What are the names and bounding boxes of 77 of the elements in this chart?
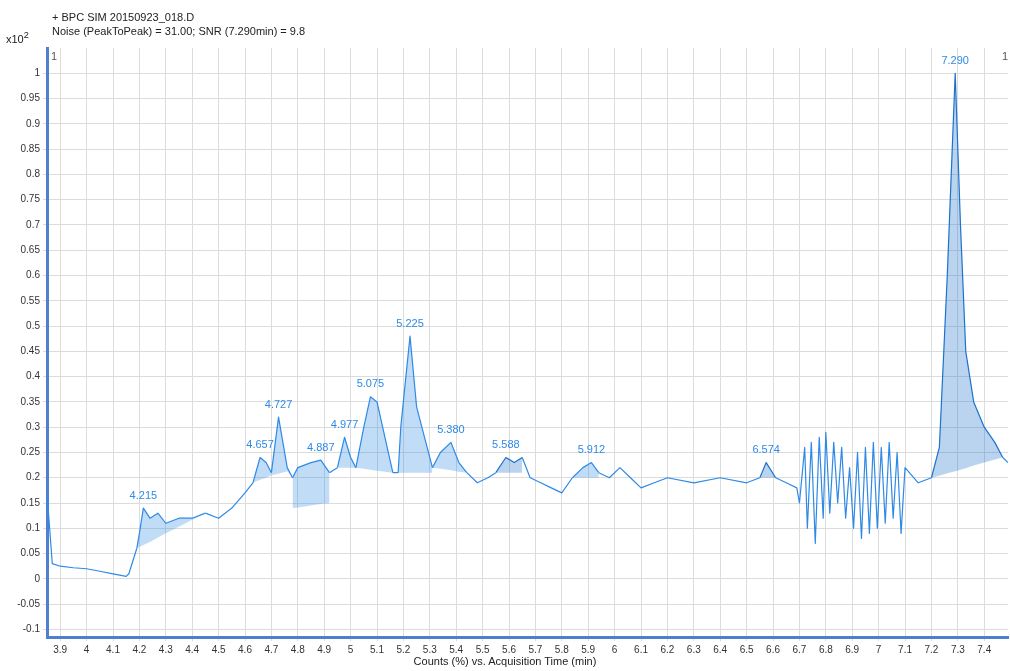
annotation: 4.657 bbox=[246, 438, 274, 451]
x-tick-label: 5.2 bbox=[396, 643, 411, 655]
x-tick-label: 5.4 bbox=[449, 643, 464, 655]
x-tick-label: 5.1 bbox=[370, 643, 385, 655]
x-tick-label: 3.9 bbox=[53, 643, 68, 655]
x-tick-label: 7.4 bbox=[977, 643, 992, 655]
annotation: 5.912 bbox=[577, 443, 606, 456]
x-axis-title: Counts (%) vs. Acquisition Time (min) bbox=[412, 655, 598, 667]
annotation: 1 bbox=[1001, 50, 1008, 62]
y-tick-label: 0.95 bbox=[20, 92, 41, 104]
annotation: 5.588 bbox=[492, 438, 520, 451]
y-tick-label: 0.75 bbox=[20, 193, 41, 205]
x-tick-label: 4.2 bbox=[132, 643, 147, 655]
x-tick-label: 7 bbox=[875, 643, 882, 655]
y-tick-label: 0.9 bbox=[26, 117, 41, 129]
y-tick-label: 0.3 bbox=[26, 420, 41, 432]
y-tick-label: 0.4 bbox=[26, 370, 41, 382]
y-tick-label: 0.5 bbox=[26, 319, 41, 331]
x-tick-label: 4.6 bbox=[238, 643, 253, 655]
y-tick-label: 0.65 bbox=[20, 243, 41, 255]
annotation: 7.290 bbox=[941, 53, 969, 66]
y-tick-label: 0.2 bbox=[26, 471, 41, 483]
annotation: 4.727 bbox=[264, 397, 293, 410]
x-tick-label: 5.7 bbox=[528, 643, 543, 655]
chart-subtitle: Noise (PeakToPeak) = 31.00; SNR (7.290min) = 9.8 bbox=[52, 25, 306, 37]
x-tick-label: 4 bbox=[83, 643, 90, 655]
x-tick-label: 6.6 bbox=[766, 643, 781, 655]
y-tick-label: 0.55 bbox=[20, 294, 41, 306]
annotation: 5.380 bbox=[437, 422, 465, 435]
x-tick-label: 6.9 bbox=[845, 643, 860, 655]
x-tick-label: 5.3 bbox=[422, 643, 438, 655]
x-tick-label: 6 bbox=[611, 643, 618, 655]
x-tick-label: 6.3 bbox=[686, 643, 702, 655]
y-tick-label: 0.45 bbox=[20, 345, 41, 357]
x-tick-label: 4.9 bbox=[317, 643, 332, 655]
x-tick-label: 7.2 bbox=[924, 643, 939, 655]
y-tick-label: 0.8 bbox=[26, 168, 41, 180]
chart-title: + BPC SIM 20150923_018.D bbox=[52, 11, 195, 23]
x-tick-label: 7.1 bbox=[898, 643, 913, 655]
y-tick-label: 0 bbox=[34, 572, 41, 584]
y-tick-label: -0.05 bbox=[17, 597, 41, 609]
y-tick-label: 0.7 bbox=[26, 218, 41, 230]
y-tick-label: 0.6 bbox=[26, 269, 41, 281]
x-tick-label: 6.2 bbox=[660, 643, 675, 655]
x-tick-label: 5 bbox=[347, 643, 354, 655]
x-tick-label: 5.5 bbox=[475, 643, 490, 655]
annotation: 4.887 bbox=[307, 440, 335, 453]
annotation: 1 bbox=[51, 50, 58, 62]
x-tick-label: 4.7 bbox=[264, 643, 279, 655]
x-tick-label: 6.7 bbox=[792, 643, 807, 655]
annotation: 6.574 bbox=[752, 443, 780, 456]
x-tick-label: 6.1 bbox=[634, 643, 649, 655]
x-tick-label: 4.4 bbox=[185, 643, 200, 655]
y-tick-label: -0.1 bbox=[22, 623, 41, 635]
x-tick-label: 5.6 bbox=[502, 643, 517, 655]
y-axis-title: x10$^{2}$ bbox=[6, 30, 29, 45]
x-tick-label: 6.8 bbox=[818, 643, 834, 655]
annotation: 4.215 bbox=[129, 488, 158, 501]
y-tick-label: 0.25 bbox=[20, 446, 41, 458]
y-tick-label: 1 bbox=[34, 67, 41, 79]
x-tick-label: 4.8 bbox=[290, 643, 306, 655]
y-tick-label: 0.85 bbox=[20, 142, 41, 154]
x-tick-label: 6.5 bbox=[739, 643, 755, 655]
x-tick-label: 4.5 bbox=[211, 643, 226, 655]
x-tick-label: 7.3 bbox=[950, 643, 966, 655]
annotation: 4.977 bbox=[330, 417, 359, 430]
x-tick-label: 5.9 bbox=[581, 643, 596, 655]
annotation: 5.075 bbox=[356, 377, 385, 390]
y-tick-label: 0.15 bbox=[20, 496, 41, 508]
y-tick-label: 0.1 bbox=[26, 522, 41, 534]
x-tick-label: 5.8 bbox=[554, 643, 570, 655]
y-tick-label: 0.35 bbox=[20, 395, 41, 407]
y-tick-label: 0.05 bbox=[20, 547, 41, 559]
x-tick-label: 4.3 bbox=[158, 643, 174, 655]
x-tick-label: 4.1 bbox=[106, 643, 121, 655]
x-tick-label: 6.4 bbox=[713, 643, 728, 655]
annotation: 5.225 bbox=[396, 316, 424, 329]
